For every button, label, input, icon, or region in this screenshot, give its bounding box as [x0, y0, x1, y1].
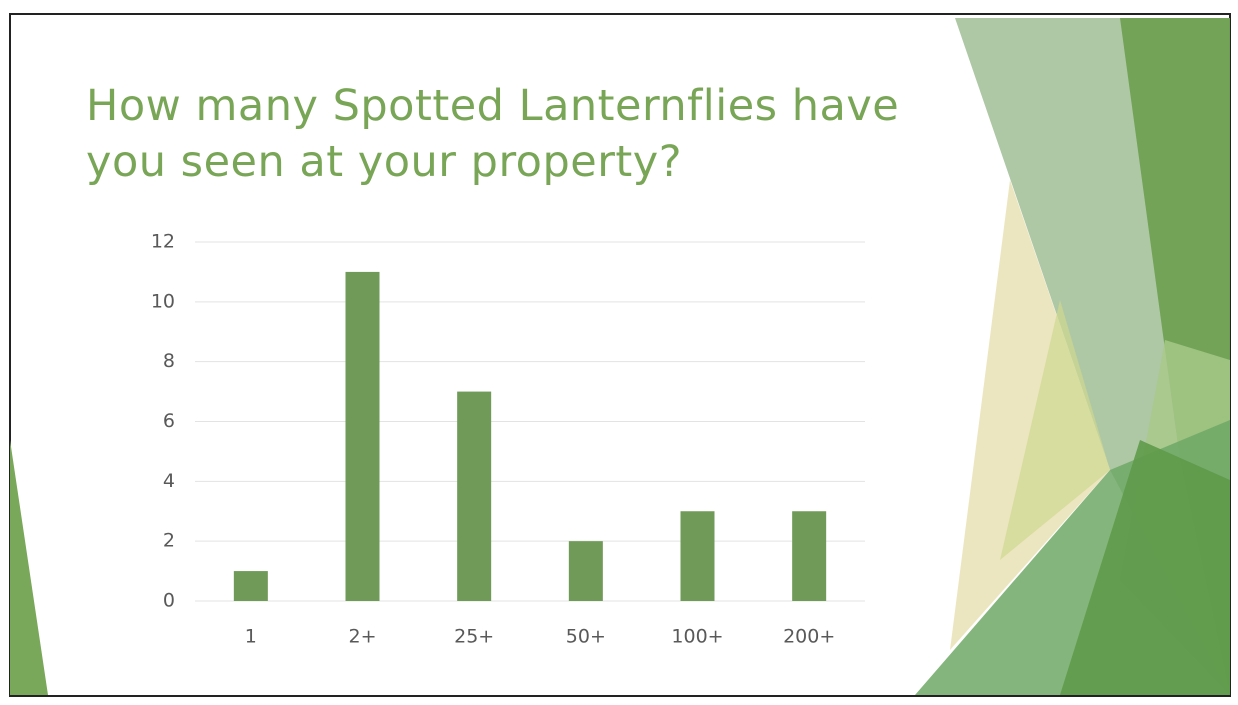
x-tick-label: 2+ — [348, 626, 376, 648]
bar — [457, 391, 492, 601]
bar — [233, 571, 268, 601]
decor-shape — [950, 180, 1110, 650]
y-tick-label: 12 — [151, 231, 175, 253]
y-tick-label: 4 — [163, 470, 175, 492]
x-tick-label: 25+ — [454, 626, 494, 648]
y-tick-label: 0 — [163, 590, 175, 612]
decor-shape — [1000, 300, 1110, 560]
bar — [792, 511, 827, 601]
x-tick-label: 1 — [245, 626, 257, 648]
x-tick-label: 100+ — [671, 626, 723, 648]
bar — [680, 511, 715, 601]
bar — [568, 541, 603, 601]
y-tick-label: 6 — [163, 410, 175, 432]
decor-shape — [10, 440, 48, 695]
x-tick-label: 200+ — [783, 626, 835, 648]
chart-title: How many Spotted Lanternflies have you s… — [86, 81, 900, 187]
y-tick-label: 10 — [151, 290, 175, 312]
x-tick-label: 50+ — [566, 626, 606, 648]
bar — [345, 271, 380, 601]
y-tick-label: 8 — [163, 350, 175, 372]
decor-shape — [1060, 440, 1230, 695]
y-tick-label: 2 — [163, 530, 175, 552]
